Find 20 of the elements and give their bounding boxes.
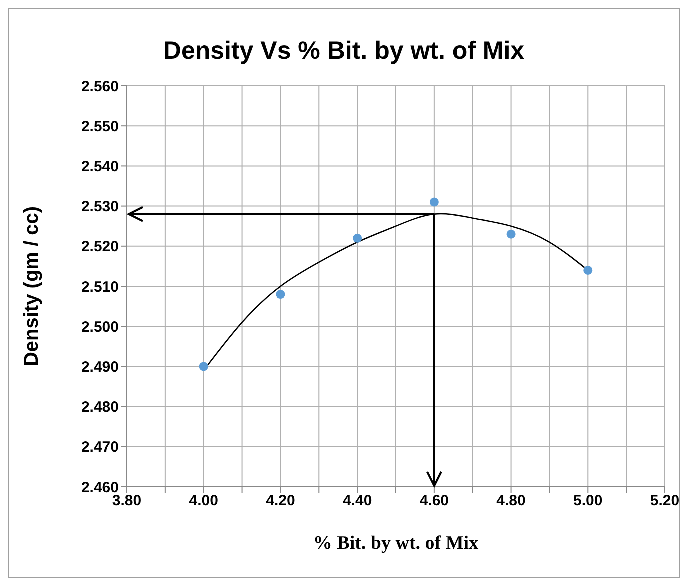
y-axis-title: Density (gm / cc) <box>21 206 44 367</box>
y-tick-label: 2.470 <box>81 439 119 456</box>
x-tick-label: 4.60 <box>420 492 450 510</box>
x-tick-label: 5.00 <box>574 492 603 510</box>
x-tick-label: 4.00 <box>189 492 218 510</box>
y-tick-label: 2.520 <box>81 238 119 256</box>
x-axis-title: % Bit. by wt. of Mix <box>313 533 480 554</box>
y-tick-label: 2.560 <box>81 78 119 96</box>
y-tick-label: 2.490 <box>81 359 119 376</box>
y-tick-label: 2.530 <box>81 198 119 216</box>
y-tick-label: 2.480 <box>81 399 119 416</box>
y-tick-label: 2.550 <box>81 118 119 136</box>
y-tick-label: 2.510 <box>81 278 119 296</box>
x-tick-label: 4.20 <box>266 492 296 510</box>
y-tick-label: 2.500 <box>81 318 119 336</box>
x-tick-label: 4.40 <box>342 492 372 510</box>
x-tick-label: 5.20 <box>650 492 680 510</box>
x-tick-label: 4.80 <box>496 492 526 510</box>
y-tick-label: 2.540 <box>81 158 119 176</box>
chart-title: Density Vs % Bit. by wt. of Mix <box>162 37 526 66</box>
